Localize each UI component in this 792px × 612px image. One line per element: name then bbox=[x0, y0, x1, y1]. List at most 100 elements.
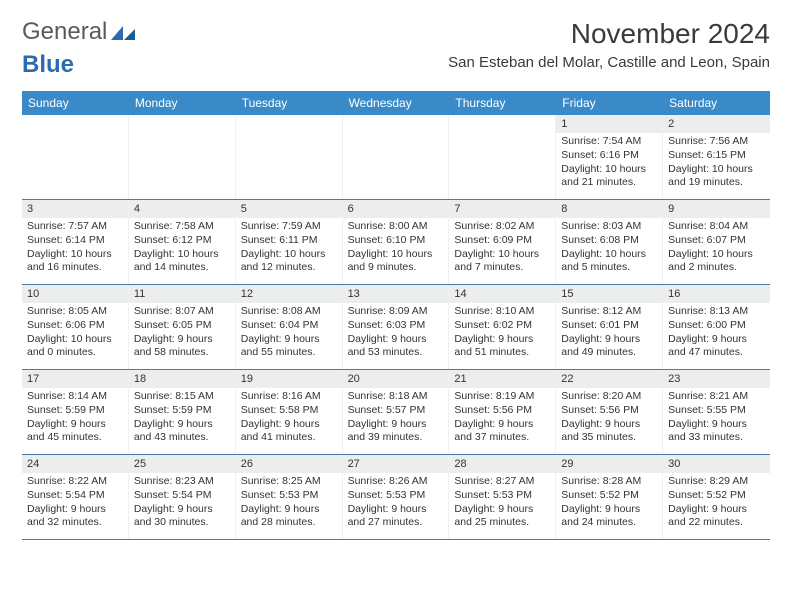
day-body: Sunrise: 8:08 AMSunset: 6:04 PMDaylight:… bbox=[236, 303, 342, 365]
day-body: Sunrise: 8:20 AMSunset: 5:56 PMDaylight:… bbox=[556, 388, 662, 450]
day-body: Sunrise: 7:56 AMSunset: 6:15 PMDaylight:… bbox=[663, 133, 770, 195]
sunrise-text: Sunrise: 7:54 AM bbox=[561, 135, 657, 149]
day-body: Sunrise: 8:00 AMSunset: 6:10 PMDaylight:… bbox=[343, 218, 449, 280]
day-body: Sunrise: 8:21 AMSunset: 5:55 PMDaylight:… bbox=[663, 388, 770, 450]
daylight-text: Daylight: 9 hours and 22 minutes. bbox=[668, 503, 765, 530]
week-row: .....1Sunrise: 7:54 AMSunset: 6:16 PMDay… bbox=[22, 115, 770, 200]
sunrise-text: Sunrise: 8:23 AM bbox=[134, 475, 230, 489]
day-cell: 1Sunrise: 7:54 AMSunset: 6:16 PMDaylight… bbox=[556, 115, 663, 199]
sunrise-text: Sunrise: 8:13 AM bbox=[668, 305, 765, 319]
day-body: Sunrise: 7:59 AMSunset: 6:11 PMDaylight:… bbox=[236, 218, 342, 280]
weekday-header: Sunday bbox=[22, 91, 129, 115]
day-number: 27 bbox=[343, 455, 449, 473]
daylight-text: Daylight: 9 hours and 24 minutes. bbox=[561, 503, 657, 530]
day-body: Sunrise: 8:13 AMSunset: 6:00 PMDaylight:… bbox=[663, 303, 770, 365]
day-body: Sunrise: 8:26 AMSunset: 5:53 PMDaylight:… bbox=[343, 473, 449, 535]
logo-text-blue: Blue bbox=[22, 51, 74, 79]
sunrise-text: Sunrise: 8:27 AM bbox=[454, 475, 550, 489]
daylight-text: Daylight: 9 hours and 39 minutes. bbox=[348, 418, 444, 445]
daylight-text: Daylight: 10 hours and 21 minutes. bbox=[561, 163, 657, 190]
day-cell: . bbox=[22, 115, 129, 199]
daylight-text: Daylight: 10 hours and 14 minutes. bbox=[134, 248, 230, 275]
daylight-text: Daylight: 9 hours and 32 minutes. bbox=[27, 503, 123, 530]
sunrise-text: Sunrise: 8:20 AM bbox=[561, 390, 657, 404]
day-body: Sunrise: 8:02 AMSunset: 6:09 PMDaylight:… bbox=[449, 218, 555, 280]
sunrise-text: Sunrise: 8:12 AM bbox=[561, 305, 657, 319]
daylight-text: Daylight: 9 hours and 28 minutes. bbox=[241, 503, 337, 530]
sunset-text: Sunset: 6:01 PM bbox=[561, 319, 657, 333]
week-row: 10Sunrise: 8:05 AMSunset: 6:06 PMDayligh… bbox=[22, 285, 770, 370]
day-cell: 6Sunrise: 8:00 AMSunset: 6:10 PMDaylight… bbox=[343, 200, 450, 284]
day-number: 15 bbox=[556, 285, 662, 303]
sunset-text: Sunset: 6:02 PM bbox=[454, 319, 550, 333]
sunrise-text: Sunrise: 7:57 AM bbox=[27, 220, 123, 234]
sunrise-text: Sunrise: 8:00 AM bbox=[348, 220, 444, 234]
daylight-text: Daylight: 10 hours and 12 minutes. bbox=[241, 248, 337, 275]
location: San Esteban del Molar, Castille and Leon… bbox=[448, 54, 770, 71]
week-row: 3Sunrise: 7:57 AMSunset: 6:14 PMDaylight… bbox=[22, 200, 770, 285]
day-body: Sunrise: 8:27 AMSunset: 5:53 PMDaylight:… bbox=[449, 473, 555, 535]
day-number: 20 bbox=[343, 370, 449, 388]
sunrise-text: Sunrise: 8:25 AM bbox=[241, 475, 337, 489]
day-number: 7 bbox=[449, 200, 555, 218]
day-number: 17 bbox=[22, 370, 128, 388]
sunset-text: Sunset: 6:07 PM bbox=[668, 234, 765, 248]
daylight-text: Daylight: 9 hours and 30 minutes. bbox=[134, 503, 230, 530]
daylight-text: Daylight: 9 hours and 53 minutes. bbox=[348, 333, 444, 360]
logo-text-general: General bbox=[22, 18, 107, 46]
daylight-text: Daylight: 10 hours and 5 minutes. bbox=[561, 248, 657, 275]
day-body: Sunrise: 8:04 AMSunset: 6:07 PMDaylight:… bbox=[663, 218, 770, 280]
day-number: 29 bbox=[556, 455, 662, 473]
day-number: 6 bbox=[343, 200, 449, 218]
day-number: 24 bbox=[22, 455, 128, 473]
sunset-text: Sunset: 6:09 PM bbox=[454, 234, 550, 248]
sunset-text: Sunset: 6:15 PM bbox=[668, 149, 765, 163]
daylight-text: Daylight: 9 hours and 37 minutes. bbox=[454, 418, 550, 445]
daylight-text: Daylight: 9 hours and 27 minutes. bbox=[348, 503, 444, 530]
day-cell: 10Sunrise: 8:05 AMSunset: 6:06 PMDayligh… bbox=[22, 285, 129, 369]
day-cell: 4Sunrise: 7:58 AMSunset: 6:12 PMDaylight… bbox=[129, 200, 236, 284]
sunset-text: Sunset: 6:10 PM bbox=[348, 234, 444, 248]
sunset-text: Sunset: 6:14 PM bbox=[27, 234, 123, 248]
day-cell: 14Sunrise: 8:10 AMSunset: 6:02 PMDayligh… bbox=[449, 285, 556, 369]
sunrise-text: Sunrise: 8:02 AM bbox=[454, 220, 550, 234]
day-number: 13 bbox=[343, 285, 449, 303]
day-body: Sunrise: 8:09 AMSunset: 6:03 PMDaylight:… bbox=[343, 303, 449, 365]
sunset-text: Sunset: 5:53 PM bbox=[241, 489, 337, 503]
day-body: Sunrise: 7:58 AMSunset: 6:12 PMDaylight:… bbox=[129, 218, 235, 280]
sunset-text: Sunset: 5:54 PM bbox=[27, 489, 123, 503]
day-number: 4 bbox=[129, 200, 235, 218]
day-cell: 28Sunrise: 8:27 AMSunset: 5:53 PMDayligh… bbox=[449, 455, 556, 539]
daylight-text: Daylight: 9 hours and 35 minutes. bbox=[561, 418, 657, 445]
day-cell: 30Sunrise: 8:29 AMSunset: 5:52 PMDayligh… bbox=[663, 455, 770, 539]
day-body: Sunrise: 8:14 AMSunset: 5:59 PMDaylight:… bbox=[22, 388, 128, 450]
day-cell: 2Sunrise: 7:56 AMSunset: 6:15 PMDaylight… bbox=[663, 115, 770, 199]
day-body: Sunrise: 7:57 AMSunset: 6:14 PMDaylight:… bbox=[22, 218, 128, 280]
daylight-text: Daylight: 10 hours and 0 minutes. bbox=[27, 333, 123, 360]
day-cell: 16Sunrise: 8:13 AMSunset: 6:00 PMDayligh… bbox=[663, 285, 770, 369]
sunset-text: Sunset: 6:06 PM bbox=[27, 319, 123, 333]
day-body: Sunrise: 8:18 AMSunset: 5:57 PMDaylight:… bbox=[343, 388, 449, 450]
day-body: Sunrise: 8:22 AMSunset: 5:54 PMDaylight:… bbox=[22, 473, 128, 535]
sunset-text: Sunset: 6:11 PM bbox=[241, 234, 337, 248]
sunset-text: Sunset: 5:59 PM bbox=[27, 404, 123, 418]
day-body: Sunrise: 8:19 AMSunset: 5:56 PMDaylight:… bbox=[449, 388, 555, 450]
sunset-text: Sunset: 5:57 PM bbox=[348, 404, 444, 418]
daylight-text: Daylight: 10 hours and 16 minutes. bbox=[27, 248, 123, 275]
day-cell: 24Sunrise: 8:22 AMSunset: 5:54 PMDayligh… bbox=[22, 455, 129, 539]
sunset-text: Sunset: 5:52 PM bbox=[668, 489, 765, 503]
day-number: 21 bbox=[449, 370, 555, 388]
day-number: 3 bbox=[22, 200, 128, 218]
sunset-text: Sunset: 5:56 PM bbox=[454, 404, 550, 418]
daylight-text: Daylight: 10 hours and 7 minutes. bbox=[454, 248, 550, 275]
day-number: 1 bbox=[556, 115, 662, 133]
day-body: Sunrise: 8:23 AMSunset: 5:54 PMDaylight:… bbox=[129, 473, 235, 535]
day-body: Sunrise: 8:15 AMSunset: 5:59 PMDaylight:… bbox=[129, 388, 235, 450]
day-cell: 27Sunrise: 8:26 AMSunset: 5:53 PMDayligh… bbox=[343, 455, 450, 539]
sunset-text: Sunset: 6:08 PM bbox=[561, 234, 657, 248]
daylight-text: Daylight: 9 hours and 45 minutes. bbox=[27, 418, 123, 445]
day-cell: . bbox=[343, 115, 450, 199]
day-number: 2 bbox=[663, 115, 770, 133]
day-body: Sunrise: 8:05 AMSunset: 6:06 PMDaylight:… bbox=[22, 303, 128, 365]
sunrise-text: Sunrise: 8:16 AM bbox=[241, 390, 337, 404]
